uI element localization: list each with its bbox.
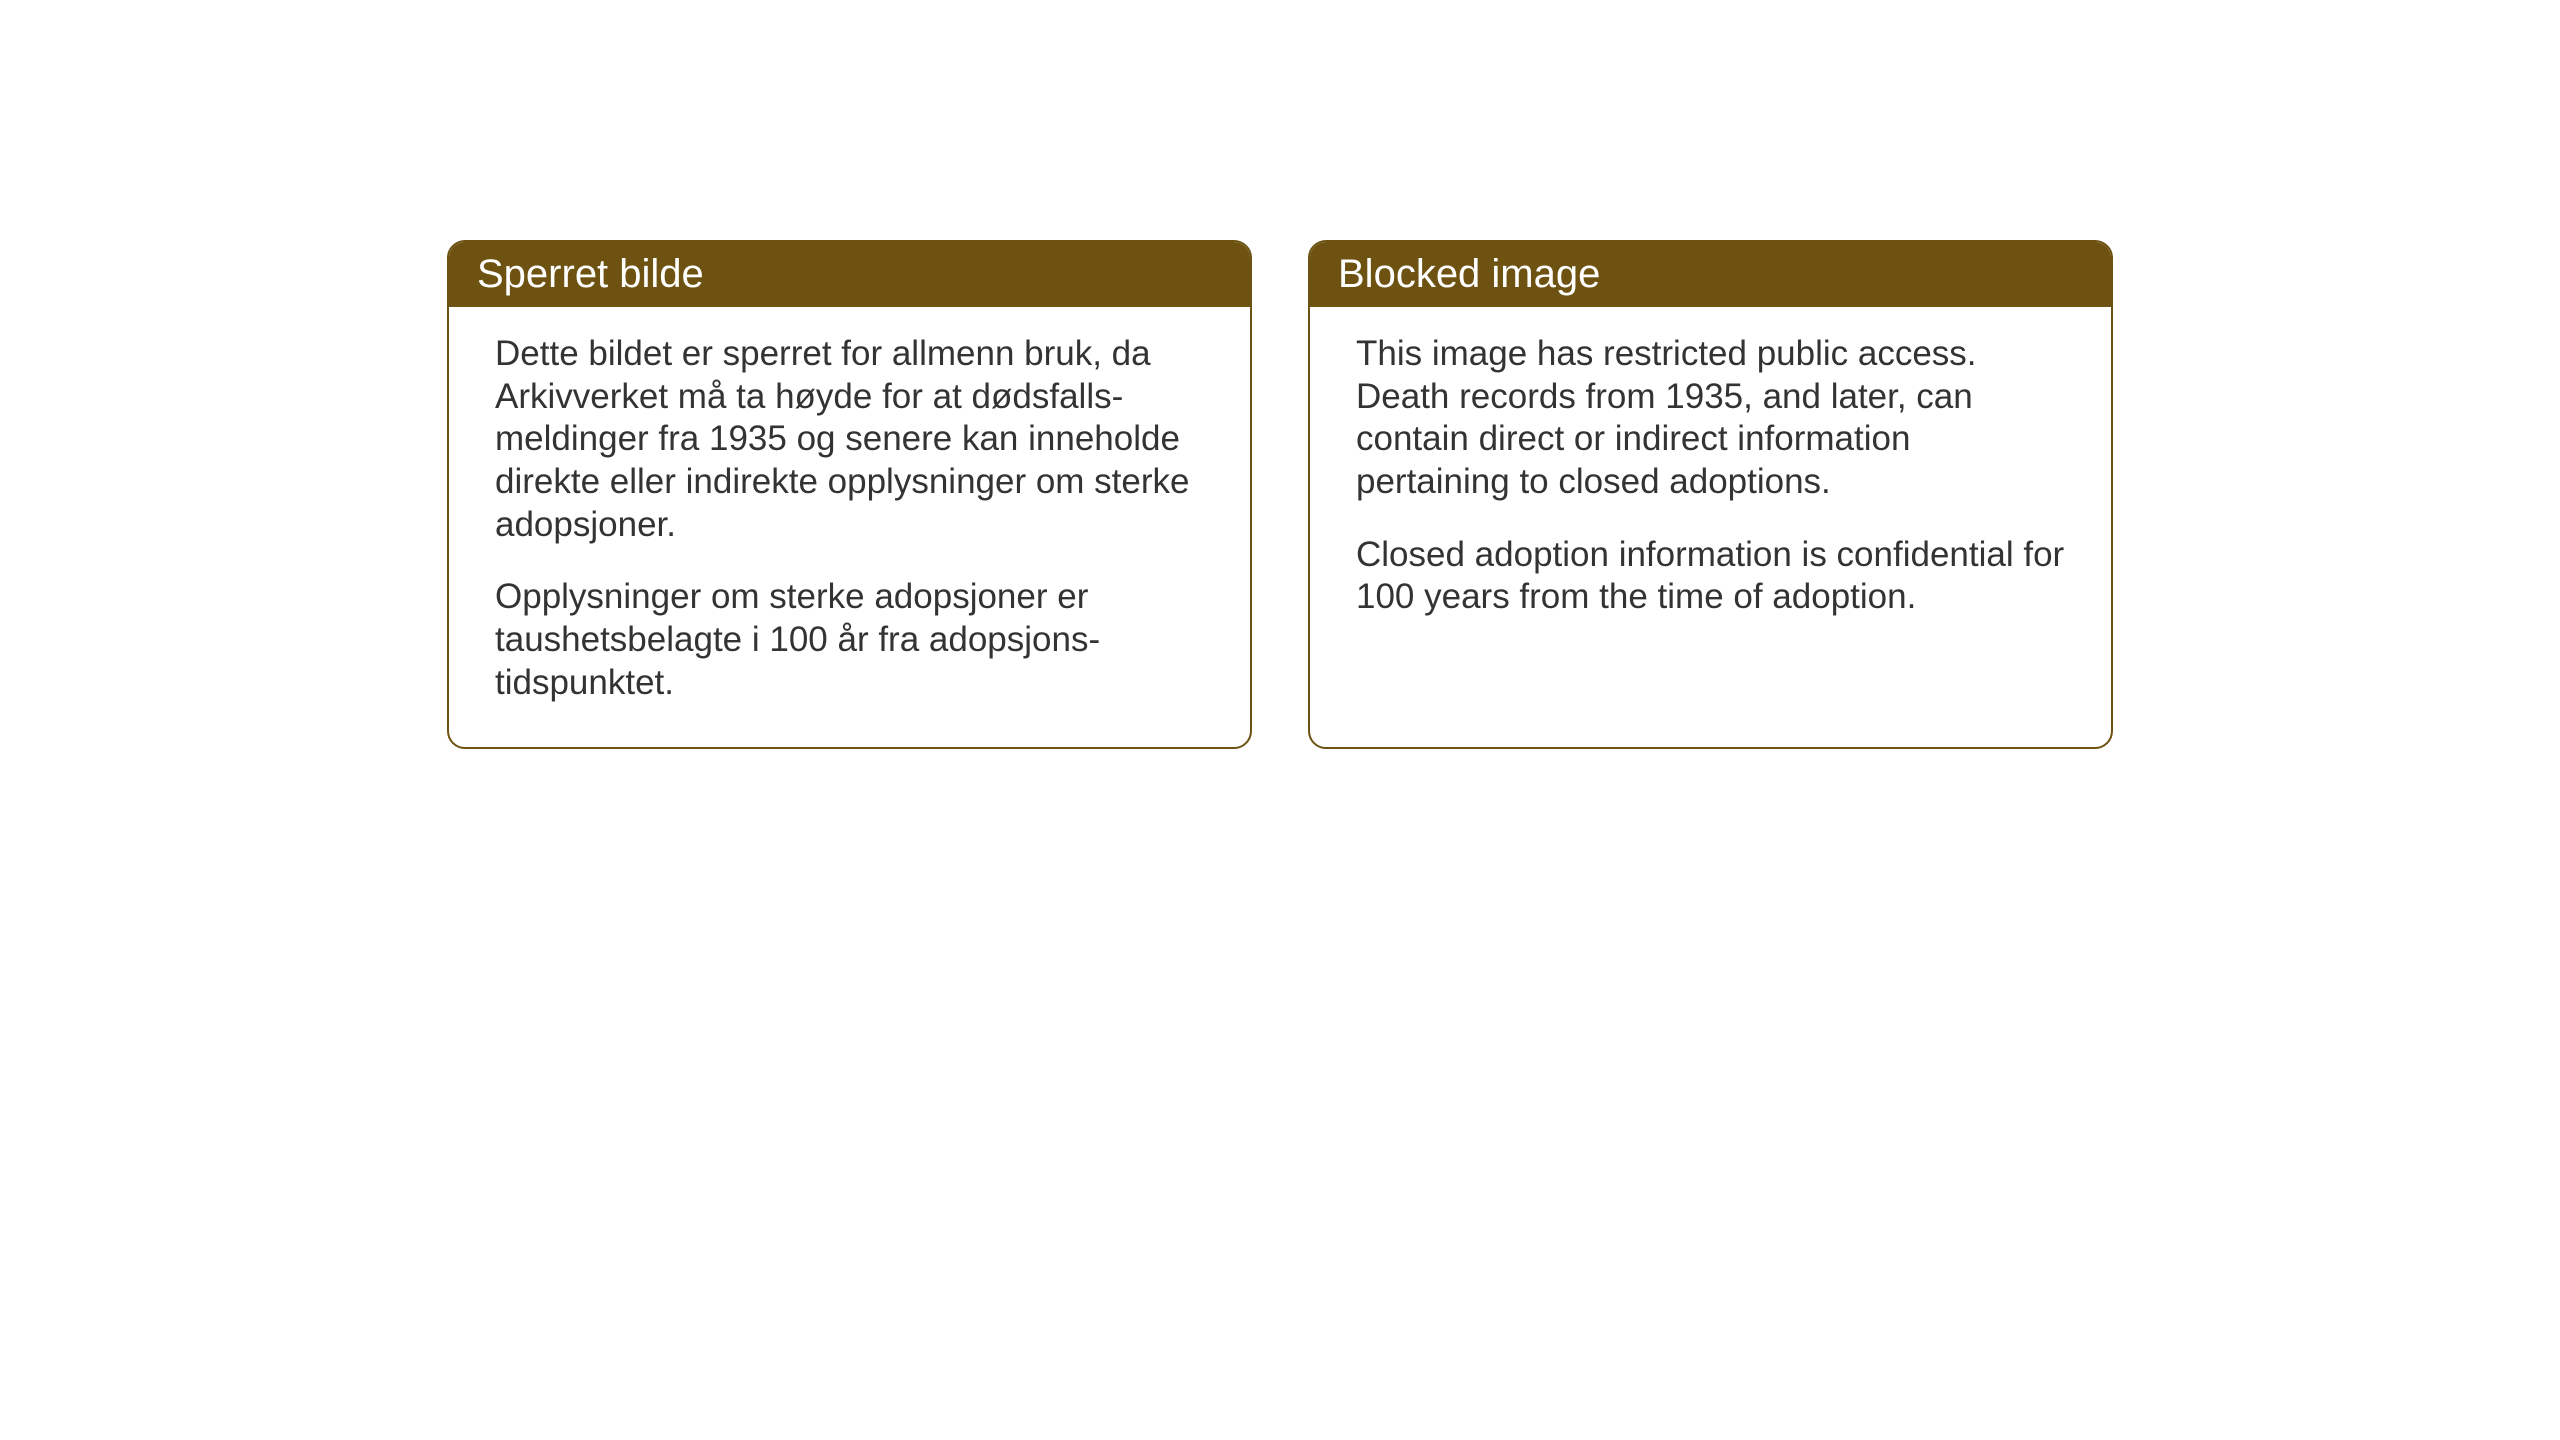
norwegian-card-title: Sperret bilde — [477, 252, 704, 296]
english-paragraph-1: This image has restricted public access.… — [1356, 333, 2065, 504]
english-card-title: Blocked image — [1338, 252, 1600, 296]
english-card-header: Blocked image — [1310, 242, 2111, 307]
norwegian-paragraph-1: Dette bildet er sperret for allmenn bruk… — [495, 333, 1204, 546]
english-paragraph-2: Closed adoption information is confident… — [1356, 534, 2065, 619]
norwegian-notice-card: Sperret bilde Dette bildet er sperret fo… — [447, 240, 1252, 749]
norwegian-paragraph-2: Opplysninger om sterke adopsjoner er tau… — [495, 576, 1204, 704]
norwegian-card-header: Sperret bilde — [449, 242, 1250, 307]
notice-container: Sperret bilde Dette bildet er sperret fo… — [447, 240, 2113, 749]
english-card-body: This image has restricted public access.… — [1310, 307, 2111, 655]
english-notice-card: Blocked image This image has restricted … — [1308, 240, 2113, 749]
norwegian-card-body: Dette bildet er sperret for allmenn bruk… — [449, 307, 1250, 741]
